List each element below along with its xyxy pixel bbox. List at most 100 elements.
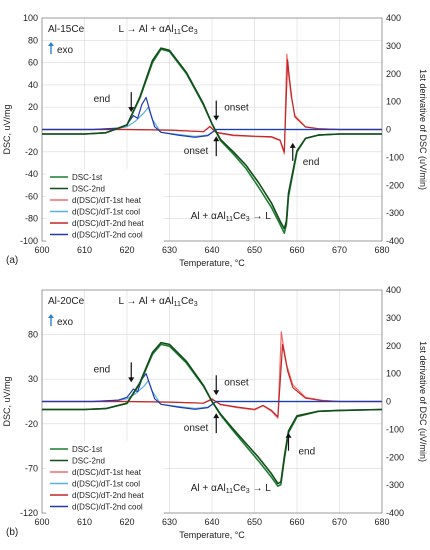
text-part: L → Al + αAl bbox=[119, 24, 174, 35]
chart-panel-b: 600 610 620 630 640 650 660 670 680-120-70-20308… bbox=[2, 285, 428, 540]
sample-label: Al-20Ce bbox=[48, 296, 85, 307]
y-tick-label: -70 bbox=[25, 463, 38, 473]
legend-entry: d(DSC)/dT-1st cool bbox=[72, 208, 140, 217]
text-part: Ce bbox=[181, 296, 194, 307]
x-tick-label: 640 bbox=[204, 517, 219, 527]
text-part: → L bbox=[250, 211, 272, 222]
exo-indicator: exo bbox=[48, 42, 74, 56]
legend-entry: DSC-2nd bbox=[72, 185, 105, 194]
end-left-label: end bbox=[94, 364, 111, 375]
exo-arrowhead-icon bbox=[48, 42, 54, 46]
y2-tick-label: 300 bbox=[386, 41, 401, 51]
y-axis-label: DSC, uV/mg bbox=[2, 376, 12, 426]
exo-label: exo bbox=[57, 317, 74, 328]
series-line-d-dsc-dt-2nd-heat bbox=[42, 343, 382, 418]
x-tick-label: 650 bbox=[247, 517, 262, 527]
exo-label: exo bbox=[57, 45, 74, 56]
end-right-label: end bbox=[303, 157, 320, 168]
legend-entry: d(DSC)/dT-2nd cool bbox=[72, 503, 143, 512]
x-tick-label: 680 bbox=[374, 517, 389, 527]
y2-tick-label: 200 bbox=[386, 341, 401, 351]
x-tick-label: 620 bbox=[119, 517, 134, 527]
x-tick-label: 630 bbox=[162, 517, 177, 527]
x-axis-label: Temperature, °C bbox=[179, 258, 245, 268]
subscript: 11 bbox=[226, 488, 233, 495]
exo-indicator: exo bbox=[48, 314, 74, 328]
y2-tick-label: -300 bbox=[386, 208, 404, 218]
onset-top-arrow-icon-head bbox=[213, 115, 220, 121]
x-tick-label: 610 bbox=[77, 245, 92, 255]
y2-tick-label: -100 bbox=[386, 424, 404, 434]
legend-entry: d(DSC)/dT-2nd cool bbox=[72, 231, 143, 240]
subscript: 3 bbox=[194, 301, 198, 308]
chart-panel-a: 600 610 620 630 640 650 660 670 680-100-80-60-40… bbox=[2, 13, 428, 268]
x-tick-label: 660 bbox=[289, 245, 304, 255]
y2-tick-label: 400 bbox=[386, 285, 401, 295]
y-tick-label: -20 bbox=[25, 147, 38, 157]
onset-bottom-label: onset bbox=[184, 423, 209, 434]
end-left-label: end bbox=[94, 94, 111, 105]
text-part: Al + αAl bbox=[191, 483, 226, 494]
series-group bbox=[42, 47, 382, 234]
y-tick-label: 40 bbox=[28, 80, 38, 90]
end-left-arrow-icon-head bbox=[128, 377, 135, 383]
text-part: Ce bbox=[233, 211, 246, 222]
legend-entry: d(DSC)/dT-2nd heat bbox=[72, 491, 144, 500]
subscript: 11 bbox=[226, 216, 233, 223]
y-tick-label: -60 bbox=[25, 191, 38, 201]
y-tick-label: 20 bbox=[28, 102, 38, 112]
y-tick-label: 80 bbox=[28, 35, 38, 45]
legend-entry: d(DSC)/dT-1st cool bbox=[72, 480, 140, 489]
top-reaction-label: L → Al + αAl11Ce3 bbox=[119, 24, 198, 36]
y-tick-label: 80 bbox=[28, 330, 38, 340]
legend: DSC-1st DSC-2nd d(DSC)/dT-1st heat d(DSC)/d… bbox=[46, 169, 164, 242]
text-part: Ce bbox=[181, 24, 194, 35]
onset-top-label: onset bbox=[224, 377, 249, 388]
x-axis-label: Temperature, °C bbox=[179, 530, 245, 540]
subscript: 11 bbox=[174, 29, 181, 36]
panel-label: (a) bbox=[6, 255, 18, 266]
y2-tick-label: 300 bbox=[386, 313, 401, 323]
legend-box bbox=[46, 441, 164, 514]
y2-tick-label: 100 bbox=[386, 369, 401, 379]
series-line-d-dsc-dt-2nd-cool bbox=[42, 373, 382, 410]
end-right-arrow-icon-head bbox=[285, 432, 292, 438]
x-tick-label: 610 bbox=[77, 517, 92, 527]
subscript: 3 bbox=[246, 216, 250, 223]
legend-entry: DSC-1st bbox=[72, 445, 103, 454]
text-part: L → Al + αAl bbox=[119, 296, 174, 307]
onset-top-arrow-icon-head bbox=[213, 390, 220, 396]
text-part: Al + αAl bbox=[191, 211, 226, 222]
x-tick-label: 660 bbox=[289, 517, 304, 527]
y-tick-label: 30 bbox=[28, 374, 38, 384]
x-tick-label: 680 bbox=[374, 245, 389, 255]
series-line-d-dsc-dt-2nd-heat bbox=[42, 59, 382, 153]
series-group bbox=[42, 331, 383, 488]
y2-axis-label: 1st derivative of DSC (uV/min) bbox=[418, 341, 428, 462]
y-tick-label: 60 bbox=[28, 58, 38, 68]
top-reaction-label: L → Al + αAl11Ce3 bbox=[119, 296, 198, 308]
series-line-dsc-2nd bbox=[42, 47, 382, 230]
bottom-reaction-label: Al + αAl11Ce3 → L bbox=[191, 211, 272, 223]
end-right-arrow-icon-head bbox=[289, 142, 296, 148]
y2-tick-label: 100 bbox=[386, 97, 401, 107]
y2-tick-label: -300 bbox=[386, 480, 404, 490]
x-tick-label: 670 bbox=[332, 245, 347, 255]
subscript: 11 bbox=[174, 301, 181, 308]
sample-label: Al-15Ce bbox=[48, 24, 85, 35]
y2-tick-label: 200 bbox=[386, 69, 401, 79]
x-tick-label: 670 bbox=[332, 517, 347, 527]
legend-entry: DSC-2nd bbox=[72, 457, 105, 466]
legend-box bbox=[46, 169, 164, 242]
y-tick-label: -80 bbox=[25, 214, 38, 224]
onset-bottom-arrow-icon-head bbox=[213, 413, 220, 419]
onset-bottom-arrow-icon-head bbox=[213, 136, 220, 142]
panel-label: (b) bbox=[6, 527, 18, 538]
exo-arrowhead-icon bbox=[48, 314, 54, 318]
onset-bottom-label: onset bbox=[184, 146, 209, 157]
legend-entry: d(DSC)/dT-1st heat bbox=[72, 468, 142, 477]
y-tick-label: -40 bbox=[25, 169, 38, 179]
bottom-reaction-label: Al + αAl11Ce3 → L bbox=[191, 483, 272, 495]
